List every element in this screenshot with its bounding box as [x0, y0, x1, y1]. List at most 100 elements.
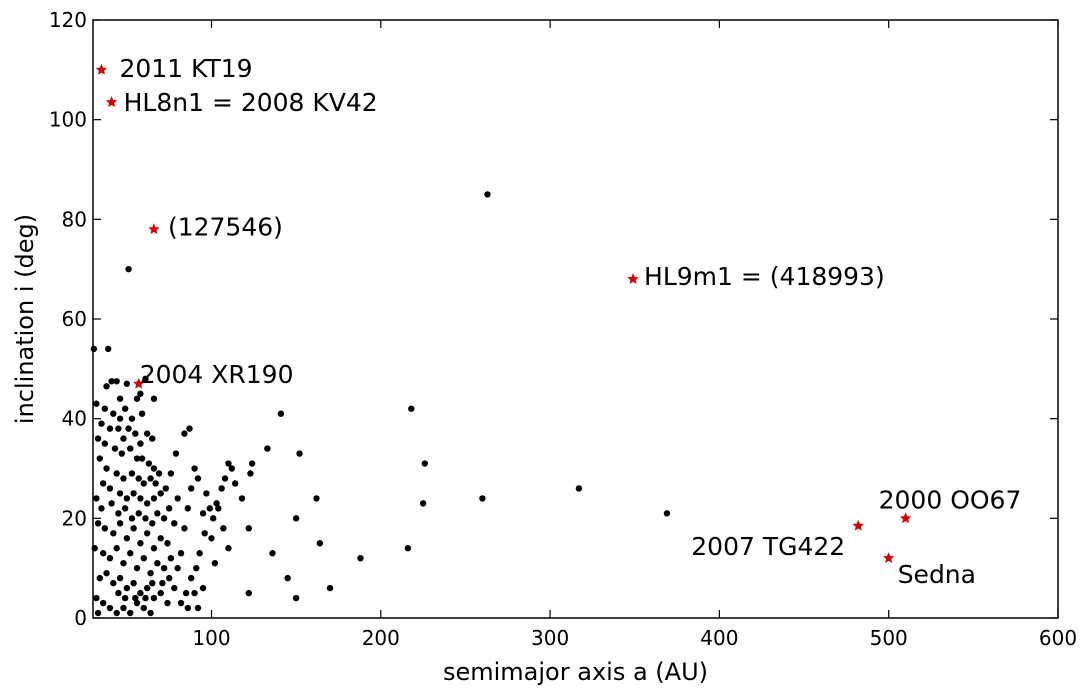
data-point [313, 495, 320, 502]
data-point [193, 564, 200, 572]
y-axis: 0 20 40 60 80 100 120 [49, 8, 1058, 630]
data-point [130, 490, 137, 497]
data-point [164, 599, 171, 607]
data-point [201, 530, 208, 537]
data-point [247, 470, 254, 477]
data-point [93, 594, 100, 602]
data-point [130, 579, 137, 587]
named-object-star [148, 223, 160, 235]
data-point [199, 584, 207, 592]
data-point [221, 475, 229, 482]
data-point [150, 495, 158, 502]
data-point [123, 535, 131, 542]
data-point [138, 455, 146, 462]
data-point [150, 545, 158, 552]
data-point [132, 430, 139, 437]
data-point [191, 589, 198, 597]
data-point [106, 485, 114, 492]
x-axis: 100 200 300 400 500 600 [192, 20, 1077, 650]
data-point [140, 604, 147, 612]
data-point [210, 515, 217, 522]
data-point [248, 460, 256, 467]
data-point [137, 540, 144, 547]
data-point [187, 485, 195, 492]
data-point [90, 345, 98, 353]
data-point [663, 510, 671, 517]
data-point [150, 465, 158, 472]
data-point [96, 574, 103, 582]
data-point [206, 505, 214, 512]
data-point [113, 545, 120, 552]
data-point [93, 400, 100, 407]
data-point [162, 485, 169, 492]
named-object-star [95, 63, 108, 75]
data-point [142, 594, 149, 602]
data-point [160, 564, 168, 572]
data-point [404, 545, 412, 552]
data-point [123, 584, 131, 592]
data-point [269, 550, 276, 557]
data-point [187, 574, 195, 582]
data-point [182, 589, 190, 597]
data-point [199, 510, 207, 517]
y-tick-label: 40 [62, 407, 87, 431]
data-point [118, 450, 125, 457]
data-point [130, 525, 137, 532]
data-point [128, 470, 136, 477]
data-point [143, 530, 151, 537]
data-point [225, 545, 232, 552]
data-point [121, 594, 129, 602]
data-point [99, 480, 107, 487]
data-point [135, 510, 142, 517]
data-point [133, 599, 141, 607]
data-point [149, 579, 156, 587]
data-point [110, 530, 117, 537]
data-point [203, 490, 210, 497]
data-point [228, 465, 236, 472]
data-point [108, 500, 115, 507]
y-tick-label: 120 [49, 8, 87, 32]
named-object-star [852, 519, 864, 531]
object-label: 2000 OO67 [879, 485, 1022, 514]
data-point [125, 265, 132, 273]
data-point [99, 599, 107, 607]
data-point [292, 515, 300, 522]
data-point [137, 589, 144, 597]
data-point [110, 410, 117, 417]
data-point [115, 425, 122, 432]
annotations: 2011 KT19 HL8n1 = 2008 KV42 (127546) HL9m1 … [119, 54, 1021, 589]
data-point [155, 470, 163, 477]
data-point [284, 574, 291, 582]
named-object-star [133, 377, 145, 389]
data-point [106, 555, 114, 562]
data-point [211, 559, 219, 567]
object-label: HL8n1 = 2008 KV42 [124, 88, 378, 117]
data-point [133, 564, 141, 572]
data-point [116, 395, 124, 402]
data-point [165, 505, 173, 512]
data-point [174, 495, 181, 502]
data-point [94, 609, 102, 617]
data-point [164, 540, 171, 547]
data-point [140, 555, 147, 562]
data-point [575, 485, 583, 492]
data-point [94, 435, 102, 442]
data-point [110, 579, 117, 587]
data-point [152, 480, 159, 487]
data-point [127, 609, 134, 617]
y-tick-label: 80 [62, 207, 87, 231]
object-label: (127546) [168, 212, 283, 241]
data-point [421, 460, 429, 467]
data-point [128, 515, 136, 522]
data-point [108, 378, 115, 385]
data-point [177, 599, 185, 607]
data-point [177, 550, 185, 557]
data-point [116, 520, 124, 527]
x-tick-label: 300 [531, 626, 569, 650]
data-point [143, 500, 151, 507]
object-label: Sedna [898, 560, 976, 589]
data-point [165, 574, 173, 582]
data-point [186, 425, 193, 432]
x-tick-label: 600 [1039, 626, 1077, 650]
